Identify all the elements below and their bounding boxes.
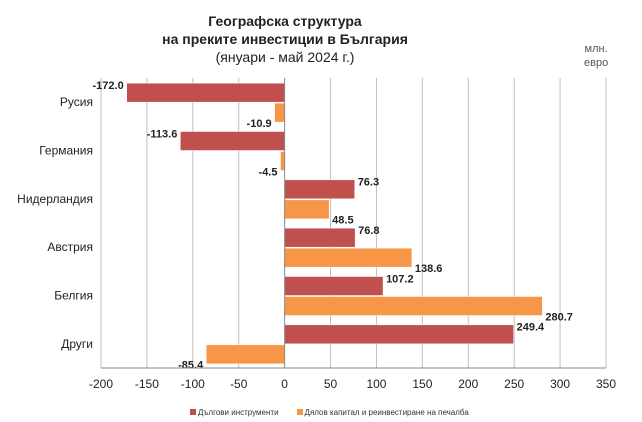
data-label: 107.2 (386, 273, 414, 285)
x-tick-label: 250 (504, 377, 524, 391)
category-label: Австрия (47, 240, 93, 254)
data-label: 249.4 (517, 322, 545, 334)
x-tick-label: 100 (366, 377, 386, 391)
data-label: -113.6 (147, 128, 178, 140)
data-label: -85.4 (178, 360, 204, 372)
bar-1 (280, 151, 285, 171)
bar-0 (284, 227, 356, 248)
bar-1 (284, 247, 413, 268)
category-label: Русия (60, 95, 93, 109)
bar-1 (274, 102, 285, 123)
chart-title-line-2: на преките инвестиции в България (162, 31, 408, 47)
legend-swatch (296, 409, 303, 415)
chart-title-line-1: Географска структура (208, 13, 362, 29)
bar-1 (205, 344, 285, 365)
category-label: Други (61, 337, 93, 351)
x-tick-label: -150 (135, 377, 159, 391)
category-label: Германия (39, 144, 93, 158)
legend-item-0: Дългови инструменти (190, 408, 279, 417)
data-label: 76.8 (358, 225, 379, 237)
x-tick-label: -200 (89, 377, 113, 391)
x-tick-label: 0 (281, 377, 288, 391)
data-label: 76.3 (358, 177, 379, 189)
data-label: 280.7 (545, 311, 573, 323)
category-label: Белгия (54, 289, 93, 303)
bar-1 (284, 199, 330, 220)
unit-line-2: евро (584, 57, 609, 69)
bar-0 (126, 82, 285, 103)
category-label: Нидерландия (17, 192, 93, 206)
x-tick-label: 300 (550, 377, 570, 391)
legend-label: Дългови инструменти (198, 408, 279, 417)
data-label: 138.6 (415, 263, 443, 275)
chart-title-line-3: (януари - май 2024 г.) (215, 49, 355, 65)
x-tick-label: 200 (458, 377, 478, 391)
legend-label: Дялов капитал и реинвестиране на печалба (304, 408, 469, 417)
bar-0 (284, 324, 514, 345)
data-label: -172.0 (93, 80, 124, 92)
unit-label: млн. евро (584, 42, 608, 70)
bar-0 (284, 276, 384, 296)
data-label: -10.9 (247, 118, 272, 130)
x-tick-label: 50 (324, 377, 338, 391)
x-tick-label: 350 (596, 377, 616, 391)
legend-swatch (190, 409, 196, 415)
x-tick-label: -100 (181, 377, 205, 391)
data-label: 48.5 (332, 215, 353, 227)
bar-0 (284, 179, 355, 200)
legend-item-1: Дялов капитал и реинвестиране на печалба (296, 408, 469, 417)
bar-1 (284, 296, 543, 316)
bar-0 (180, 131, 285, 151)
unit-line-1: млн. (584, 43, 608, 55)
x-tick-label: 150 (412, 377, 432, 391)
data-label: -4.5 (259, 166, 278, 178)
legend: Дългови инструменти Дялов капитал и реин… (190, 408, 469, 417)
x-tick-label: -50 (230, 377, 248, 391)
